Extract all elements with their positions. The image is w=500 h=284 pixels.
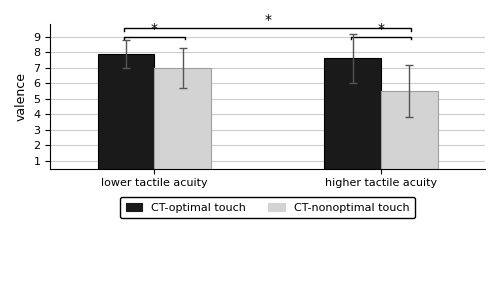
Legend: CT-optimal touch, CT-nonoptimal touch: CT-optimal touch, CT-nonoptimal touch	[120, 197, 415, 218]
Bar	[98, 54, 154, 176]
Y-axis label: valence: valence	[15, 72, 28, 121]
Text: *: *	[264, 13, 271, 27]
Bar	[324, 59, 381, 176]
Bar	[154, 68, 211, 176]
Text: *: *	[151, 22, 158, 36]
Bar	[381, 91, 438, 176]
Text: *: *	[378, 22, 384, 36]
